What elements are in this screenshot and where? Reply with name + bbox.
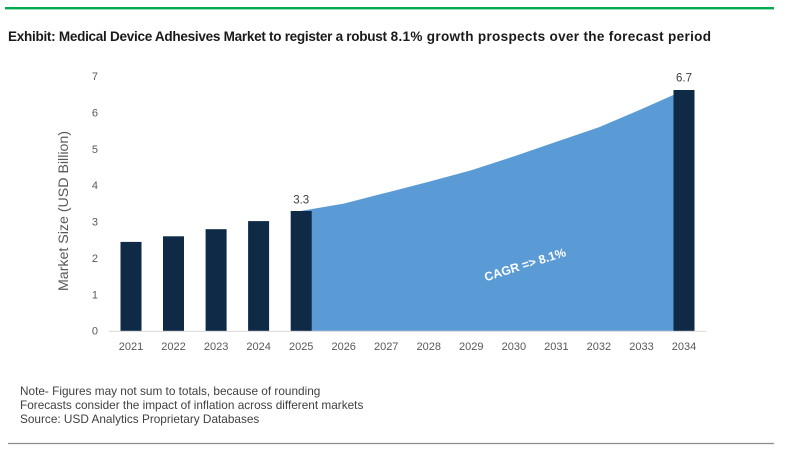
svg-text:2024: 2024	[246, 341, 270, 353]
svg-text:2029: 2029	[459, 341, 483, 353]
svg-text:Exhibit: Medical Device Adhesi: Exhibit: Medical Device Adhesives Market…	[8, 29, 387, 44]
svg-text:2034: 2034	[672, 341, 696, 353]
svg-text:2033: 2033	[629, 341, 653, 353]
svg-text:Note- Figures may not sum to t: Note- Figures may not sum to totals, bec…	[20, 384, 320, 398]
svg-text:2022: 2022	[161, 341, 185, 353]
svg-text:2025: 2025	[289, 341, 313, 353]
svg-text:7: 7	[92, 71, 98, 83]
svg-text:2028: 2028	[417, 341, 441, 353]
svg-text:3.3: 3.3	[293, 194, 309, 206]
svg-text:2026: 2026	[331, 341, 355, 353]
svg-text:2032: 2032	[587, 341, 611, 353]
svg-text:Market Size (USD Billion): Market Size (USD Billion)	[56, 131, 72, 291]
svg-text:2: 2	[92, 253, 98, 265]
svg-text:4: 4	[92, 180, 98, 192]
svg-text:Source: USD Analytics Propriet: Source: USD Analytics Proprietary Databa…	[20, 412, 259, 426]
svg-text:3: 3	[92, 217, 98, 229]
svg-text:2021: 2021	[119, 341, 143, 353]
svg-text:Forecasts consider the impact: Forecasts consider the impact of inflati…	[20, 398, 363, 412]
svg-text:2031: 2031	[544, 341, 568, 353]
svg-text:2027: 2027	[374, 341, 398, 353]
svg-text:6: 6	[92, 108, 98, 120]
svg-text:5: 5	[92, 144, 98, 156]
svg-text:2023: 2023	[204, 341, 228, 353]
svg-text:2030: 2030	[502, 341, 526, 353]
svg-text:8.1% growth prospects over the: 8.1% growth prospects over the forecast …	[391, 29, 711, 44]
svg-text:1: 1	[92, 289, 98, 301]
svg-text:0: 0	[92, 326, 98, 338]
svg-text:6.7: 6.7	[676, 72, 692, 84]
